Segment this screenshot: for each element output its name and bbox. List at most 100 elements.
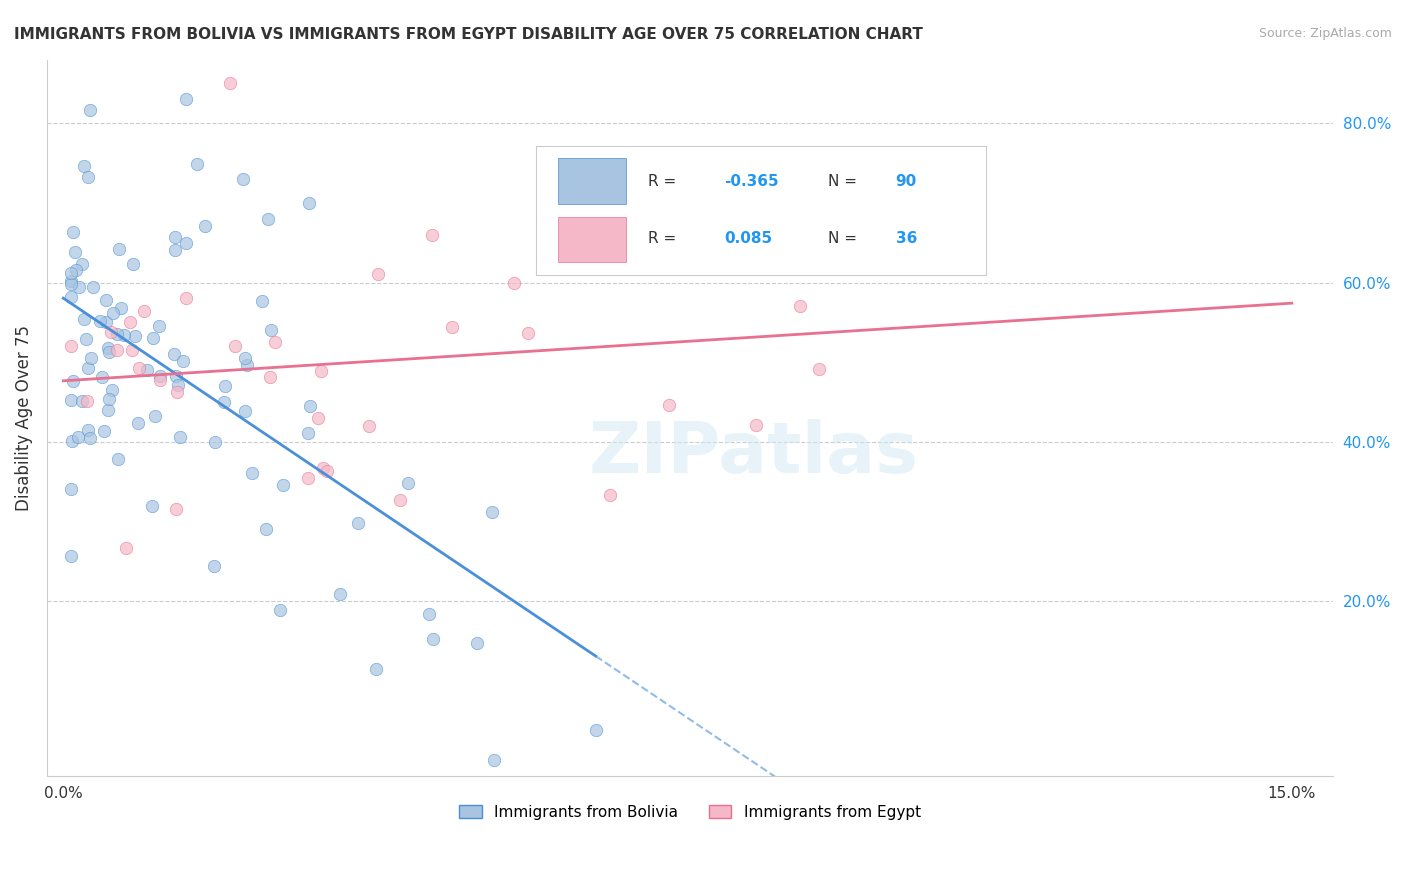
- Point: [110, 301, 132, 316]
- Point: [76, 394, 98, 409]
- Point: [94, 293, 117, 307]
- Point: [98, 345, 121, 359]
- Point: [307, 410, 329, 425]
- Point: [658, 398, 681, 412]
- Point: [136, 362, 159, 376]
- Point: [77, 169, 100, 184]
- Point: [67, 280, 90, 294]
- Point: [60, 434, 83, 448]
- Point: [75, 332, 97, 346]
- Point: [165, 368, 187, 383]
- Point: [60, 393, 83, 408]
- Point: [67, 430, 90, 444]
- Point: [142, 331, 165, 345]
- Point: [65, 263, 87, 277]
- Point: [297, 471, 319, 485]
- Point: [149, 373, 172, 387]
- Point: [329, 587, 352, 601]
- Point: [60, 266, 83, 280]
- Point: [298, 195, 321, 210]
- Point: [235, 359, 257, 373]
- Point: [467, 636, 489, 650]
- Point: [97, 403, 120, 417]
- Point: [89, 314, 111, 328]
- Text: ZIPatlas: ZIPatlas: [589, 419, 920, 488]
- Point: [98, 392, 121, 406]
- Point: [101, 305, 124, 319]
- Point: [149, 368, 172, 383]
- Point: [420, 227, 443, 242]
- Point: [60, 482, 83, 496]
- Point: [212, 395, 235, 409]
- Point: [100, 383, 122, 397]
- Point: [240, 466, 263, 480]
- Point: [254, 522, 277, 536]
- Point: [121, 343, 143, 357]
- Point: [114, 541, 136, 556]
- Point: [128, 361, 150, 376]
- Point: [269, 603, 291, 617]
- Point: [347, 516, 370, 531]
- Point: [100, 326, 122, 340]
- Point: [482, 753, 505, 767]
- Point: [107, 326, 129, 341]
- Point: [162, 347, 184, 361]
- Point: [224, 338, 246, 352]
- Point: [141, 499, 163, 513]
- Point: [315, 465, 337, 479]
- Point: [194, 219, 217, 233]
- Point: [271, 478, 294, 492]
- Point: [77, 360, 100, 375]
- Point: [232, 172, 254, 186]
- Point: [148, 319, 170, 334]
- Point: [107, 451, 129, 466]
- Point: [202, 559, 225, 574]
- Point: [259, 370, 281, 384]
- Point: [257, 211, 280, 226]
- Point: [77, 423, 100, 437]
- Point: [418, 607, 440, 621]
- Text: Source: ZipAtlas.com: Source: ZipAtlas.com: [1258, 27, 1392, 40]
- Point: [422, 632, 444, 646]
- Point: [396, 475, 419, 490]
- Point: [165, 243, 187, 257]
- Point: [108, 242, 131, 256]
- Point: [172, 354, 194, 368]
- Point: [389, 492, 412, 507]
- Point: [174, 235, 197, 250]
- Point: [165, 229, 187, 244]
- Point: [186, 157, 208, 171]
- Point: [73, 159, 96, 173]
- Point: [62, 225, 84, 239]
- Point: [73, 311, 96, 326]
- Point: [79, 103, 101, 118]
- Point: [143, 409, 166, 423]
- Point: [359, 419, 381, 434]
- Point: [214, 379, 236, 393]
- Point: [169, 430, 191, 444]
- Point: [441, 320, 464, 334]
- Point: [260, 323, 283, 337]
- Text: IMMIGRANTS FROM BOLIVIA VS IMMIGRANTS FROM EGYPT DISABILITY AGE OVER 75 CORRELAT: IMMIGRANTS FROM BOLIVIA VS IMMIGRANTS FR…: [14, 27, 922, 42]
- Point: [167, 378, 190, 392]
- Point: [174, 291, 197, 305]
- Point: [219, 77, 242, 91]
- Point: [585, 723, 607, 737]
- Point: [82, 280, 104, 294]
- Point: [79, 431, 101, 445]
- Point: [252, 293, 274, 308]
- Point: [60, 549, 83, 563]
- Point: [60, 339, 83, 353]
- Point: [626, 172, 648, 186]
- Y-axis label: Disability Age Over 75: Disability Age Over 75: [15, 325, 32, 511]
- Point: [263, 335, 285, 350]
- Point: [599, 488, 621, 502]
- Point: [62, 375, 84, 389]
- Point: [789, 300, 811, 314]
- Point: [299, 400, 322, 414]
- Point: [118, 314, 141, 328]
- Point: [808, 361, 831, 376]
- Point: [204, 434, 226, 449]
- Point: [112, 328, 135, 343]
- Point: [311, 461, 333, 475]
